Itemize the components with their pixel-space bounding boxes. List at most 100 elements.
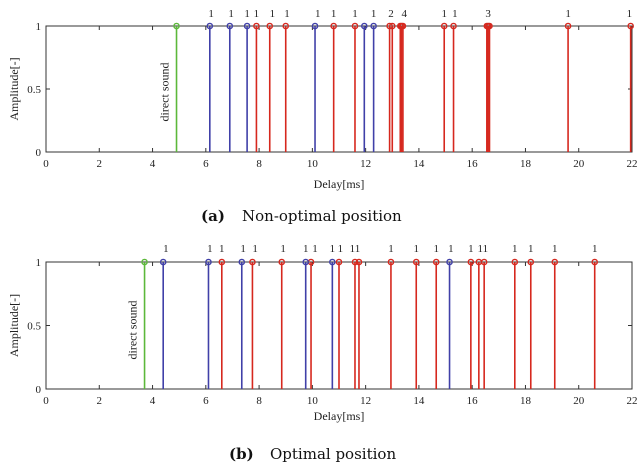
chart2-red-marker (467, 258, 475, 266)
chart2-y-axis-label: Amplitude[-] (7, 294, 21, 357)
chart2-red-marker (412, 258, 420, 266)
chart1-y-tick-label: 0 (36, 147, 42, 159)
chart1-blue-marker (226, 22, 234, 30)
chart2-blue-marker (446, 258, 453, 266)
chart2-red-marker (551, 258, 559, 266)
chart1-x-tick-label: 18 (520, 158, 532, 170)
chart1-direct-sound-label: direct sound (158, 63, 172, 122)
chart1-red-marker (627, 22, 634, 30)
chart2-count-label: 1 (433, 243, 439, 255)
chart1-red-marker (266, 22, 274, 30)
chart1-caption-tag: (a) (201, 207, 225, 225)
chart1-y-axis-label: Amplitude[-] (7, 57, 21, 120)
chart1-count-label: 1 (441, 8, 447, 20)
chart2-count-label: 1 (338, 243, 344, 255)
chart1-caption: Non-optimal position (242, 207, 402, 225)
chart1-red-marker (564, 22, 572, 30)
chart1-count-label: 2 (388, 8, 394, 20)
chart2-x-tick-label: 6 (203, 395, 209, 407)
chart2-x-tick-label: 0 (43, 395, 49, 407)
chart1-count-label: 1 (208, 8, 214, 20)
chart1-blue-marker (243, 22, 251, 30)
chart2-caption-tag: (b) (229, 445, 254, 463)
chart1-red-marker (351, 22, 359, 30)
chart2-red-marker (335, 258, 343, 266)
chart2-caption: Optimal position (270, 445, 396, 463)
chart1-red-marker (388, 22, 396, 30)
chart2-red-marker (480, 258, 488, 266)
chart2-x-tick-label: 14 (413, 395, 425, 407)
chart1-count-label: 1 (244, 8, 250, 20)
chart2-y-tick-label: 1 (36, 257, 42, 269)
chart2-x-tick-label: 2 (97, 395, 103, 407)
chart1-blue-marker (206, 22, 214, 30)
chart1-red-marker (253, 22, 260, 30)
chart1-count-label: 1 (315, 8, 321, 20)
chart1-count-label: 4 (402, 8, 408, 20)
chart2-count-label: 1 (388, 243, 394, 255)
chart2-blue-marker (302, 258, 310, 266)
chart1-count-label: 1 (254, 8, 260, 20)
chart2-count-label: 1 (312, 243, 318, 255)
chart2-blue-marker (205, 258, 212, 266)
chart2-direct-sound-label: direct sound (126, 301, 140, 360)
chart2-count-label: 1 (468, 243, 474, 255)
chart1-direct-marker (173, 22, 180, 30)
chart1-y-tick-label: 1 (36, 21, 42, 33)
chart2-count-label: 1 (448, 243, 454, 255)
chart2-red-marker (527, 258, 535, 266)
chart2-count-label: 1 (163, 243, 169, 255)
chart2-x-tick-label: 10 (307, 395, 319, 407)
chart2-count-label: 1 (592, 243, 598, 255)
chart2-x-tick-label: 8 (256, 395, 262, 407)
chart1-x-tick-label: 0 (43, 158, 49, 170)
chart1-count-label: 1 (270, 8, 276, 20)
chart2-count-label: 1 (240, 243, 246, 255)
chart1-blue-marker (311, 22, 319, 30)
chart2-count-label: 1 (528, 243, 534, 255)
chart2-blue-marker (329, 258, 336, 266)
chart1-x-tick-label: 10 (307, 158, 319, 170)
chart2-red-marker (249, 258, 256, 266)
chart1-x-tick-label: 4 (150, 158, 156, 170)
chart1-red-marker (450, 22, 457, 30)
chart2-count-label: 11 (478, 243, 489, 255)
chart1-x-tick-label: 20 (573, 158, 585, 170)
chart1-plot-frame (45, 25, 633, 153)
chart2-red-marker (355, 258, 363, 266)
chart2-count-label: 1 (330, 243, 336, 255)
chart1-x-tick-label: 6 (203, 158, 209, 170)
chart2-count-label: 1 (252, 243, 258, 255)
chart2-count-label: 1 (413, 243, 419, 255)
chart2-x-axis-label: Delay[ms] (314, 409, 365, 423)
chart1-count-label: 1 (284, 8, 290, 20)
chart1-count-label: 3 (485, 8, 491, 20)
chart1-red-marker (486, 22, 493, 30)
chart2-count-label: 1 (552, 243, 558, 255)
chart1-blue-marker (361, 22, 368, 30)
chart2-x-tick-label: 16 (467, 395, 479, 407)
chart1-x-tick-label: 22 (627, 158, 638, 170)
chart2-red-marker (387, 258, 395, 266)
chart1-count-label: 1 (228, 8, 234, 20)
chart2-count-label: 11 (350, 243, 361, 255)
chart1-red-marker (330, 22, 337, 30)
chart2-x-tick-label: 20 (573, 395, 585, 407)
chart1-count-label: 1 (452, 8, 458, 20)
chart2-red-marker (218, 258, 226, 266)
chart2-y-tick-label: 0.5 (27, 321, 41, 333)
chart2-count-label: 1 (280, 243, 286, 255)
chart1-count-label: 1 (352, 8, 358, 20)
chart1-x-tick-label: 16 (467, 158, 479, 170)
chart2-x-tick-label: 4 (150, 395, 156, 407)
chart1-y-tick-label: 0.5 (27, 84, 41, 96)
chart1-x-tick-label: 14 (413, 158, 425, 170)
chart2-x-tick-label: 22 (627, 395, 638, 407)
chart1-count-label: 1 (565, 8, 571, 20)
chart2-blue-marker (238, 258, 246, 266)
chart1-count-label: 1 (331, 8, 337, 20)
chart2-count-label: 1 (219, 243, 225, 255)
chart2-blue-marker (159, 258, 167, 266)
chart1-red-marker (440, 22, 448, 30)
